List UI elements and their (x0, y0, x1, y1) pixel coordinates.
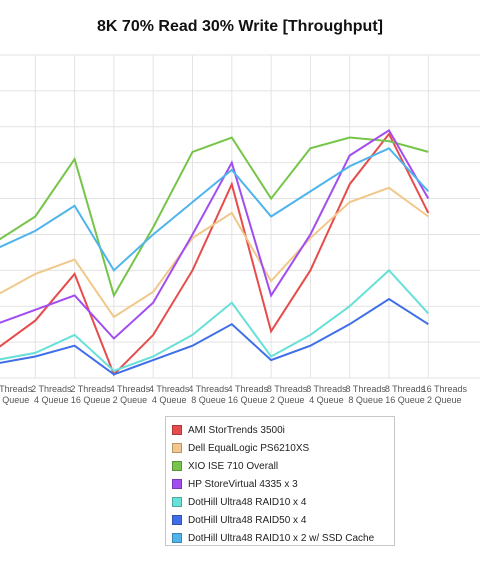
chart-title: 8K 70% Read 30% Write [Throughput] (97, 18, 383, 35)
series-line-3 (0, 136, 429, 298)
x-tick-label: 8 Threads 8 Queue (346, 384, 387, 405)
x-tick-label: 4 Threads 16 Queue (228, 384, 269, 405)
legend-item: HP StoreVirtual 4335 x 3 (172, 475, 394, 493)
legend-swatch (172, 479, 182, 489)
legend-item: Dell EqualLogic PS6210XS (172, 439, 394, 457)
legend-label: AMI StorTrends 3500i (188, 424, 285, 436)
legend-item: AMI StorTrends 3500i (172, 421, 394, 439)
legend-item: XIO ISE 710 Overall (172, 457, 394, 475)
legend-label: XIO ISE 710 Overall (188, 460, 279, 472)
x-tick-label: 4 Threads 4 Queue (149, 384, 190, 405)
series-line-6 (0, 297, 429, 376)
legend-item: DotHill Ultra48 RAID10 x 4 (172, 493, 394, 511)
legend-swatch (172, 425, 182, 435)
legend-swatch (172, 443, 182, 453)
legend-label: DotHill Ultra48 RAID10 x 4 (188, 496, 307, 508)
series-line-1 (0, 132, 430, 377)
legend-label: DotHill Ultra48 RAID10 x 2 w/ SSD Cache (188, 532, 375, 544)
legend-swatch (172, 461, 182, 471)
legend-swatch (172, 533, 182, 543)
legend-label: HP StoreVirtual 4335 x 3 (188, 478, 298, 490)
series-line-4 (0, 128, 430, 340)
legend-label: DotHill Ultra48 RAID50 x 4 (188, 514, 307, 526)
series-lines (0, 128, 430, 377)
legend-swatch (172, 497, 182, 507)
x-tick-label: 8 Threads 2 Queue (267, 384, 308, 405)
x-tick-label: 4 Threads 8 Queue (188, 384, 229, 405)
legend-item: DotHill Ultra48 RAID50 x 4 (172, 511, 394, 529)
legend-label: Dell EqualLogic PS6210XS (188, 442, 310, 454)
x-tick-label: 4 Threads 2 Queue (110, 384, 151, 405)
legend-item: DotHill Ultra48 RAID10 x 2 w/ SSD Cache (172, 529, 394, 547)
legend-swatch (172, 515, 182, 525)
x-tick-label: 2 Threads 16 Queue (70, 384, 111, 405)
x-tick-label: 2 Threads 4 Queue (31, 384, 72, 405)
legend: AMI StorTrends 3500i Dell EqualLogic PS62… (165, 416, 395, 546)
series-line-2 (0, 186, 429, 319)
x-tick-label: 8 Threads 16 Queue (385, 384, 426, 405)
series-line-7 (0, 147, 430, 272)
x-tick-label: 8 Threads 4 Queue (306, 384, 347, 405)
x-tick-label: 16 Threads 2 Queue (422, 384, 468, 405)
series-line-5 (0, 268, 430, 372)
